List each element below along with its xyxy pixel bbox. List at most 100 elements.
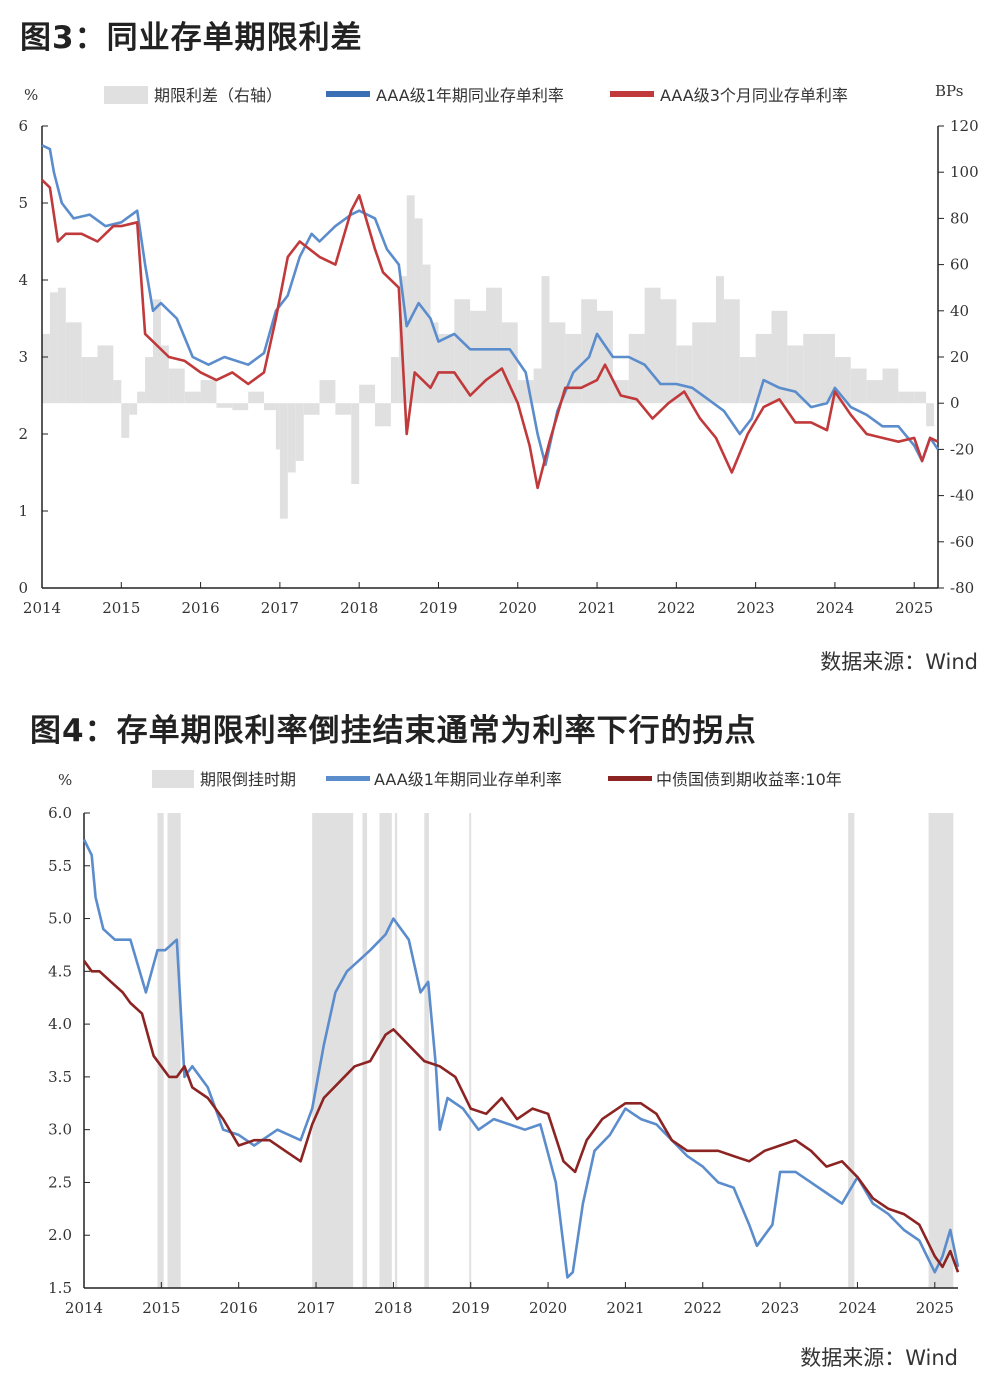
y2-tick-label: 80 bbox=[950, 209, 969, 227]
x-tick-label: 2015 bbox=[102, 599, 140, 617]
y-tick-label: 4.5 bbox=[48, 962, 72, 980]
x-tick-label: 2021 bbox=[606, 1299, 644, 1317]
inversion-period bbox=[424, 813, 429, 1288]
y-tick-label: 4.0 bbox=[48, 1015, 72, 1033]
spread-bar bbox=[264, 403, 276, 411]
x-tick-label: 2014 bbox=[65, 1299, 103, 1317]
spread-bar bbox=[715, 276, 724, 404]
spread-bar bbox=[113, 380, 122, 404]
spread-bar bbox=[121, 403, 130, 438]
spread-bar bbox=[501, 322, 518, 404]
legend-swatch-3m bbox=[610, 91, 654, 97]
figure1-source: 数据来源：Wind bbox=[820, 650, 978, 674]
inversion-period bbox=[394, 813, 398, 1288]
series-line-2 bbox=[41, 178, 939, 490]
x-tick-label: 2014 bbox=[23, 599, 61, 617]
spread-bar bbox=[430, 322, 439, 404]
legend-swatch-10y bbox=[608, 776, 652, 781]
y-tick-label: 5.5 bbox=[48, 857, 72, 875]
spread-bar bbox=[375, 403, 391, 427]
spread-bar bbox=[335, 403, 352, 415]
spread-bar bbox=[819, 333, 835, 404]
legend-label-10y: 中债国债到期收益率:10年 bbox=[656, 770, 842, 789]
spread-bar bbox=[549, 322, 566, 404]
spread-bar bbox=[303, 403, 320, 415]
x-tick-label: 2020 bbox=[529, 1299, 567, 1317]
legend-label-1y: AAA级1年期同业存单利率 bbox=[374, 770, 562, 789]
spread-bar bbox=[275, 403, 280, 450]
spread-bar bbox=[676, 345, 693, 404]
spread-bar bbox=[248, 391, 265, 404]
spread-bar bbox=[390, 357, 399, 404]
spread-bar bbox=[49, 292, 58, 404]
spread-bar bbox=[486, 287, 502, 404]
spread-bar bbox=[137, 391, 146, 404]
x-tick-label: 2018 bbox=[340, 599, 378, 617]
x-tick-label: 2022 bbox=[657, 599, 695, 617]
spread-bar bbox=[97, 345, 114, 404]
legend-swatch-spread bbox=[104, 86, 148, 104]
spread-bar bbox=[628, 333, 645, 404]
y-tick-label: 2 bbox=[18, 425, 28, 443]
spread-bar bbox=[319, 380, 336, 404]
spread-bar bbox=[898, 391, 915, 404]
figure2-source: 数据来源：Wind bbox=[800, 1346, 958, 1370]
spread-bar bbox=[771, 310, 788, 404]
legend-label-spread: 期限利差（右轴） bbox=[154, 86, 282, 105]
y2-tick-label: -80 bbox=[950, 579, 974, 597]
x-tick-label: 2016 bbox=[220, 1299, 258, 1317]
x-tick-label: 2024 bbox=[838, 1299, 876, 1317]
spread-bar bbox=[287, 403, 296, 473]
y2-tick-label: 60 bbox=[950, 256, 969, 274]
chart1-svg: 0 1 2 3 4 5 6 -80 -60 -40 -20 0 20 40 60 80 100 120 2014 20… bbox=[18, 82, 978, 617]
spread-bar bbox=[153, 299, 161, 404]
spread-bar bbox=[644, 287, 661, 404]
spread-bar bbox=[160, 345, 169, 404]
right-unit: BPs bbox=[935, 82, 963, 100]
spread-bar bbox=[65, 322, 82, 404]
spread-bar bbox=[723, 299, 740, 404]
inversion-period bbox=[167, 813, 181, 1288]
x-tick-label: 2019 bbox=[452, 1299, 490, 1317]
spread-bar bbox=[42, 333, 50, 404]
spread-bar bbox=[914, 391, 927, 404]
x-tick-label: 2023 bbox=[737, 599, 775, 617]
inversion-period bbox=[469, 813, 472, 1288]
y-tick-label: 2.0 bbox=[48, 1226, 72, 1244]
spread-bar bbox=[739, 357, 756, 404]
spread-bar bbox=[866, 380, 883, 404]
x-tick-label: 2023 bbox=[761, 1299, 799, 1317]
spread-bar bbox=[787, 345, 804, 404]
spread-bar bbox=[414, 218, 423, 404]
spread-bar bbox=[581, 299, 598, 404]
spread-bar bbox=[533, 368, 542, 404]
spread-bar bbox=[755, 333, 772, 404]
spread-bar bbox=[295, 403, 304, 461]
legend-swatch-inversion bbox=[152, 770, 194, 788]
x-tick-label: 2025 bbox=[895, 599, 933, 617]
figure2-title: 图4：存单期限利率倒挂结束通常为利率下行的拐点 bbox=[30, 713, 757, 749]
inversion-period bbox=[379, 813, 392, 1288]
x-tick-label: 2021 bbox=[578, 599, 616, 617]
x-tick-label: 2016 bbox=[181, 599, 219, 617]
x-tick-label: 2025 bbox=[916, 1299, 954, 1317]
y-tick-label: 1.5 bbox=[48, 1279, 72, 1297]
series-line-1 bbox=[82, 960, 960, 1273]
legend-label-3m: AAA级3个月同业存单利率 bbox=[660, 86, 848, 105]
legend-label-inversion: 期限倒挂时期 bbox=[200, 770, 296, 789]
legend-label-1y: AAA级1年期同业存单利率 bbox=[376, 86, 564, 105]
y-tick-label: 3 bbox=[18, 348, 28, 366]
inversion-period bbox=[312, 813, 354, 1288]
spread-bar bbox=[565, 333, 582, 404]
spread-bar bbox=[882, 368, 899, 404]
y-tick-label: 6 bbox=[18, 117, 28, 135]
spread-bar bbox=[145, 357, 154, 404]
series-line-0 bbox=[82, 838, 960, 1279]
x-tick-label: 2015 bbox=[142, 1299, 180, 1317]
spread-bar bbox=[279, 403, 288, 519]
x-tick-label: 2024 bbox=[816, 599, 854, 617]
x-tick-label: 2022 bbox=[684, 1299, 722, 1317]
y-tick-label: 0 bbox=[18, 579, 28, 597]
spread-bar bbox=[926, 403, 935, 427]
